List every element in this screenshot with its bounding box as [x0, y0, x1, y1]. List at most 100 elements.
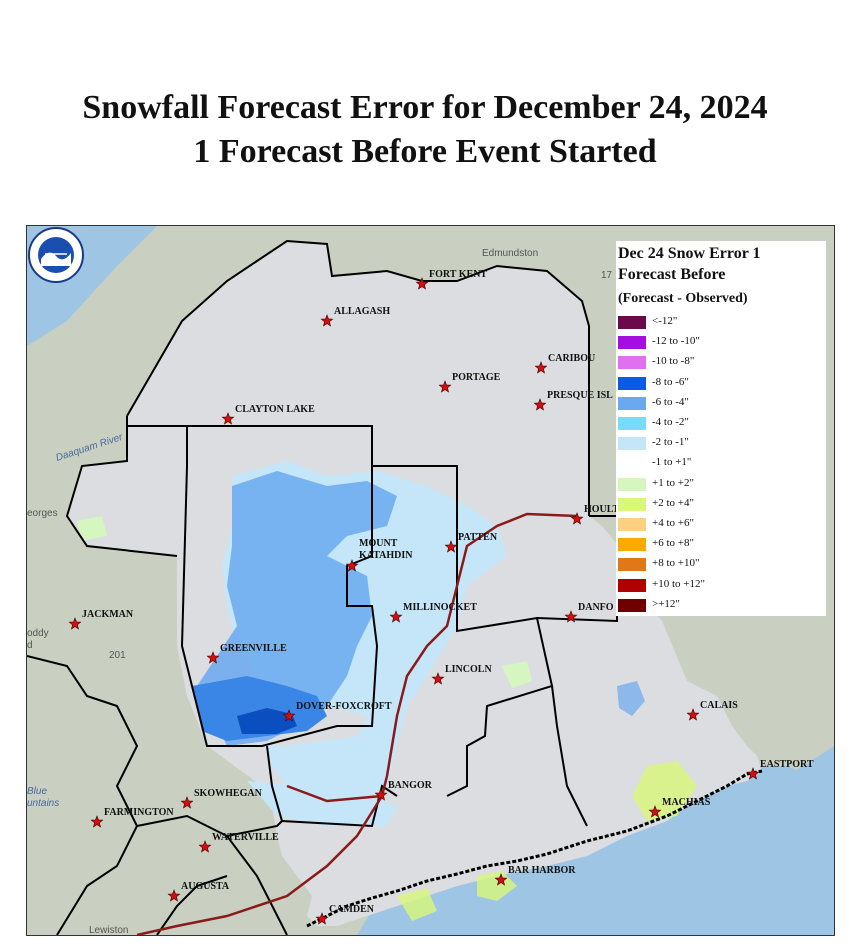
city-label-fort-kent: FORT KENT	[429, 269, 487, 280]
city-marker-mount	[345, 559, 359, 572]
legend-swatch	[618, 437, 646, 451]
city-marker-eastport	[746, 767, 760, 780]
coastline	[306, 769, 763, 928]
nws-logo-icon	[28, 227, 84, 283]
city-label-machias: MACHIAS	[662, 797, 711, 808]
legend-swatch	[618, 477, 646, 491]
label-oddy: oddy	[27, 628, 49, 639]
city-marker-waterville	[198, 840, 212, 853]
label-route-17: 17	[601, 270, 613, 281]
legend-swatch	[618, 336, 646, 350]
label-route-201: 201	[109, 650, 126, 661]
legend-swatch	[618, 356, 646, 370]
city-label-danfo: DANFO	[578, 602, 614, 613]
legend-label: -2 to -1"	[652, 436, 689, 449]
map-title: Snowfall Forecast Error for December 24,…	[0, 86, 850, 174]
legend-label: +1 to +2"	[652, 476, 694, 489]
error-area-south	[247, 781, 397, 826]
city-label-dover-foxcroft: DOVER-FOXCROFT	[296, 701, 392, 712]
legend-label: -8 to -6"	[652, 375, 689, 388]
legend-label: +6 to +8"	[652, 537, 694, 550]
legend-swatch	[618, 497, 646, 511]
city-label-jackman: JACKMAN	[82, 609, 134, 620]
city-marker-machias	[648, 805, 662, 818]
city-marker-portage	[438, 380, 452, 393]
city-label-camden: CAMDEN	[329, 904, 375, 915]
city-label-clayton-lake: CLAYTON LAKE	[235, 404, 315, 415]
legend-subtitle: (Forecast - Observed)	[618, 291, 748, 306]
city-marker-farmington	[90, 815, 104, 828]
city-marker-clayton-lake	[221, 412, 235, 425]
legend-swatch	[618, 598, 646, 612]
legend-swatch	[618, 376, 646, 390]
city-label-bangor: BANGOR	[388, 780, 433, 791]
city-marker-allagash	[320, 314, 334, 327]
legend-label: -12 to -10"	[652, 335, 700, 348]
city-label-katahdin: KATAHDIN	[359, 550, 413, 561]
bay-water	[772, 746, 834, 826]
legend-swatch	[618, 538, 646, 552]
map-frame[interactable]: Edmundston eorges Daaquam River 201 17 B…	[26, 225, 835, 936]
city-label-bar-harbor: BAR HARBOR	[508, 865, 576, 876]
city-marker-jackman	[68, 617, 82, 630]
city-marker-presque-isl	[533, 398, 547, 411]
legend-label: +8 to +10"	[652, 557, 700, 570]
city-label-waterville: WATERVILLE	[212, 832, 279, 843]
city-marker-lincoln	[431, 672, 445, 685]
error-patch-green-5	[77, 516, 107, 541]
legend-title: Dec 24 Snow Error 1 Forecast Before	[618, 243, 761, 285]
county-boundaries	[27, 239, 618, 935]
legend-label: <-12"	[652, 315, 678, 327]
label-mountains: untains	[27, 798, 59, 809]
error-patch-green-1	[502, 661, 532, 688]
error-area-darkest-blue	[237, 708, 297, 734]
legend-label: +4 to +6"	[652, 517, 694, 529]
legend-swatch	[618, 578, 646, 592]
legend-swatch	[618, 417, 646, 430]
label-georges: eorges	[27, 508, 58, 519]
legend-label: -1 to +1"	[652, 456, 692, 469]
title-line-2: 1 Forecast Before Event Started	[193, 133, 657, 170]
city-label-farmington: FARMINGTON	[104, 807, 174, 818]
city-label-skowhegan: SKOWHEGAN	[194, 788, 263, 799]
city-marker-millinocket	[389, 610, 403, 623]
legend-label: +2 to +4"	[652, 496, 694, 509]
city-label-augusta: AUGUSTA	[181, 881, 230, 892]
error-patch-green-2	[632, 761, 697, 821]
legend-label: >+12"	[652, 597, 680, 610]
label-d: d	[27, 640, 33, 651]
city-label-caribou: CARIBOU	[548, 353, 595, 364]
legend-swatch	[618, 457, 646, 471]
city-marker-caribou	[534, 361, 548, 374]
legend-label: -6 to -4"	[652, 395, 689, 408]
legend-swatch	[618, 316, 646, 329]
error-patch-green-3	[477, 871, 517, 901]
legend-label: -10 to -8"	[652, 355, 695, 368]
city-label-millinocket: MILLINOCKET	[403, 602, 477, 613]
label-lewiston: Lewiston	[89, 925, 128, 935]
city-marker-hoult	[570, 512, 584, 525]
city-label-lincoln: LINCOLN	[445, 664, 492, 675]
city-marker-augusta	[167, 889, 181, 902]
legend-label: -4 to -2"	[652, 416, 689, 428]
label-edmundston: Edmundston	[482, 248, 538, 259]
legend-swatch	[618, 396, 646, 410]
city-label-portage: PORTAGE	[452, 372, 501, 383]
city-marker-calais	[686, 708, 700, 721]
city-label-allagash: ALLAGASH	[334, 306, 390, 317]
label-blue: Blue	[27, 786, 47, 797]
city-marker-fort-kent	[415, 277, 429, 290]
error-patch-east	[617, 681, 645, 716]
city-marker-patten	[444, 540, 458, 553]
city-label-presque-isl: PRESQUE ISL	[547, 390, 613, 401]
city-label-calais: CALAIS	[700, 700, 738, 711]
legend-swatch	[618, 518, 646, 531]
city-label-mount: MOUNT	[359, 538, 398, 549]
legend: Dec 24 Snow Error 1 Forecast Before (For…	[616, 241, 826, 616]
city-markers: FORT KENT ALLAGASH CARIBOU PORTAGE PRESQUE I…	[68, 269, 814, 925]
city-label-eastport: EASTPORT	[760, 759, 814, 770]
city-marker-bangor	[374, 788, 388, 801]
city-label-patten: PATTEN	[458, 532, 498, 543]
city-marker-danfo	[564, 610, 578, 623]
legend-label: +10 to +12"	[652, 577, 705, 590]
